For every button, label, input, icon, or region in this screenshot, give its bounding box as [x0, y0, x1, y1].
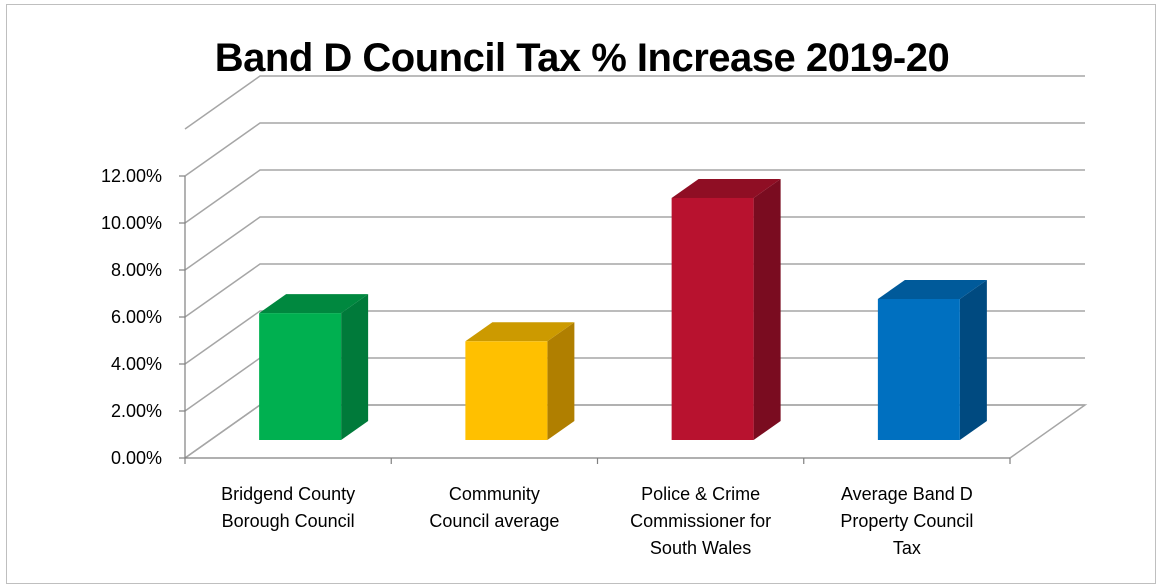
labels: 0.00% 2.00% 4.00% 6.00% 8.00% 10.00% 12.00% Bri… [101, 166, 973, 558]
bars [259, 178, 987, 440]
x-category-label: Bridgend County Borough Council [221, 484, 355, 531]
x-category-label-line: Tax [893, 538, 921, 558]
y-tick-label: 0.00% [111, 448, 162, 468]
bar-front [877, 299, 960, 440]
x-category-label-line: Police & Crime [641, 484, 760, 504]
bar-front [259, 313, 342, 440]
y-tick-label: 8.00% [111, 260, 162, 280]
x-category-label-line: Commissioner for [630, 511, 771, 531]
chart-title: Band D Council Tax % Increase 2019-20 [214, 36, 950, 80]
bar [877, 280, 987, 440]
bar-top [877, 280, 987, 299]
gridline [184, 122, 1085, 177]
x-category-label-line: South Wales [650, 538, 751, 558]
axes [179, 175, 1011, 464]
bar-side [547, 322, 575, 440]
bar-side [341, 294, 369, 440]
bar [259, 294, 369, 440]
gridline [184, 75, 1085, 130]
bar-front [671, 197, 754, 440]
gridline [184, 216, 1085, 271]
x-category-label-line: Average Band D [841, 484, 973, 504]
x-category-label: Community Council average [429, 484, 559, 531]
bar-top [671, 178, 781, 198]
x-category-label: Police & Crime Commissioner for South Wale… [630, 484, 771, 558]
gridline [184, 310, 1085, 365]
y-tick-label: 12.00% [101, 166, 162, 186]
bar-side [753, 178, 781, 440]
y-tick-label: 2.00% [111, 401, 162, 421]
x-category-label-line: Council average [429, 511, 559, 531]
bar-side [959, 280, 987, 440]
x-category-label: Average Band D Property Council Tax [840, 484, 973, 558]
x-category-label-line: Borough Council [222, 511, 355, 531]
bar [465, 322, 575, 440]
x-category-label-line: Community [449, 484, 540, 504]
bar [671, 178, 781, 440]
y-tick-label: 10.00% [101, 213, 162, 233]
bar-front [465, 341, 548, 440]
bar-top [259, 294, 369, 314]
gridline [184, 169, 1085, 224]
bar-top [465, 322, 575, 342]
y-tick-label: 4.00% [111, 354, 162, 374]
y-tick-label: 6.00% [111, 307, 162, 327]
x-category-label-line: Property Council [840, 511, 973, 531]
x-category-label-line: Bridgend County [221, 484, 355, 504]
gridline [184, 263, 1085, 318]
